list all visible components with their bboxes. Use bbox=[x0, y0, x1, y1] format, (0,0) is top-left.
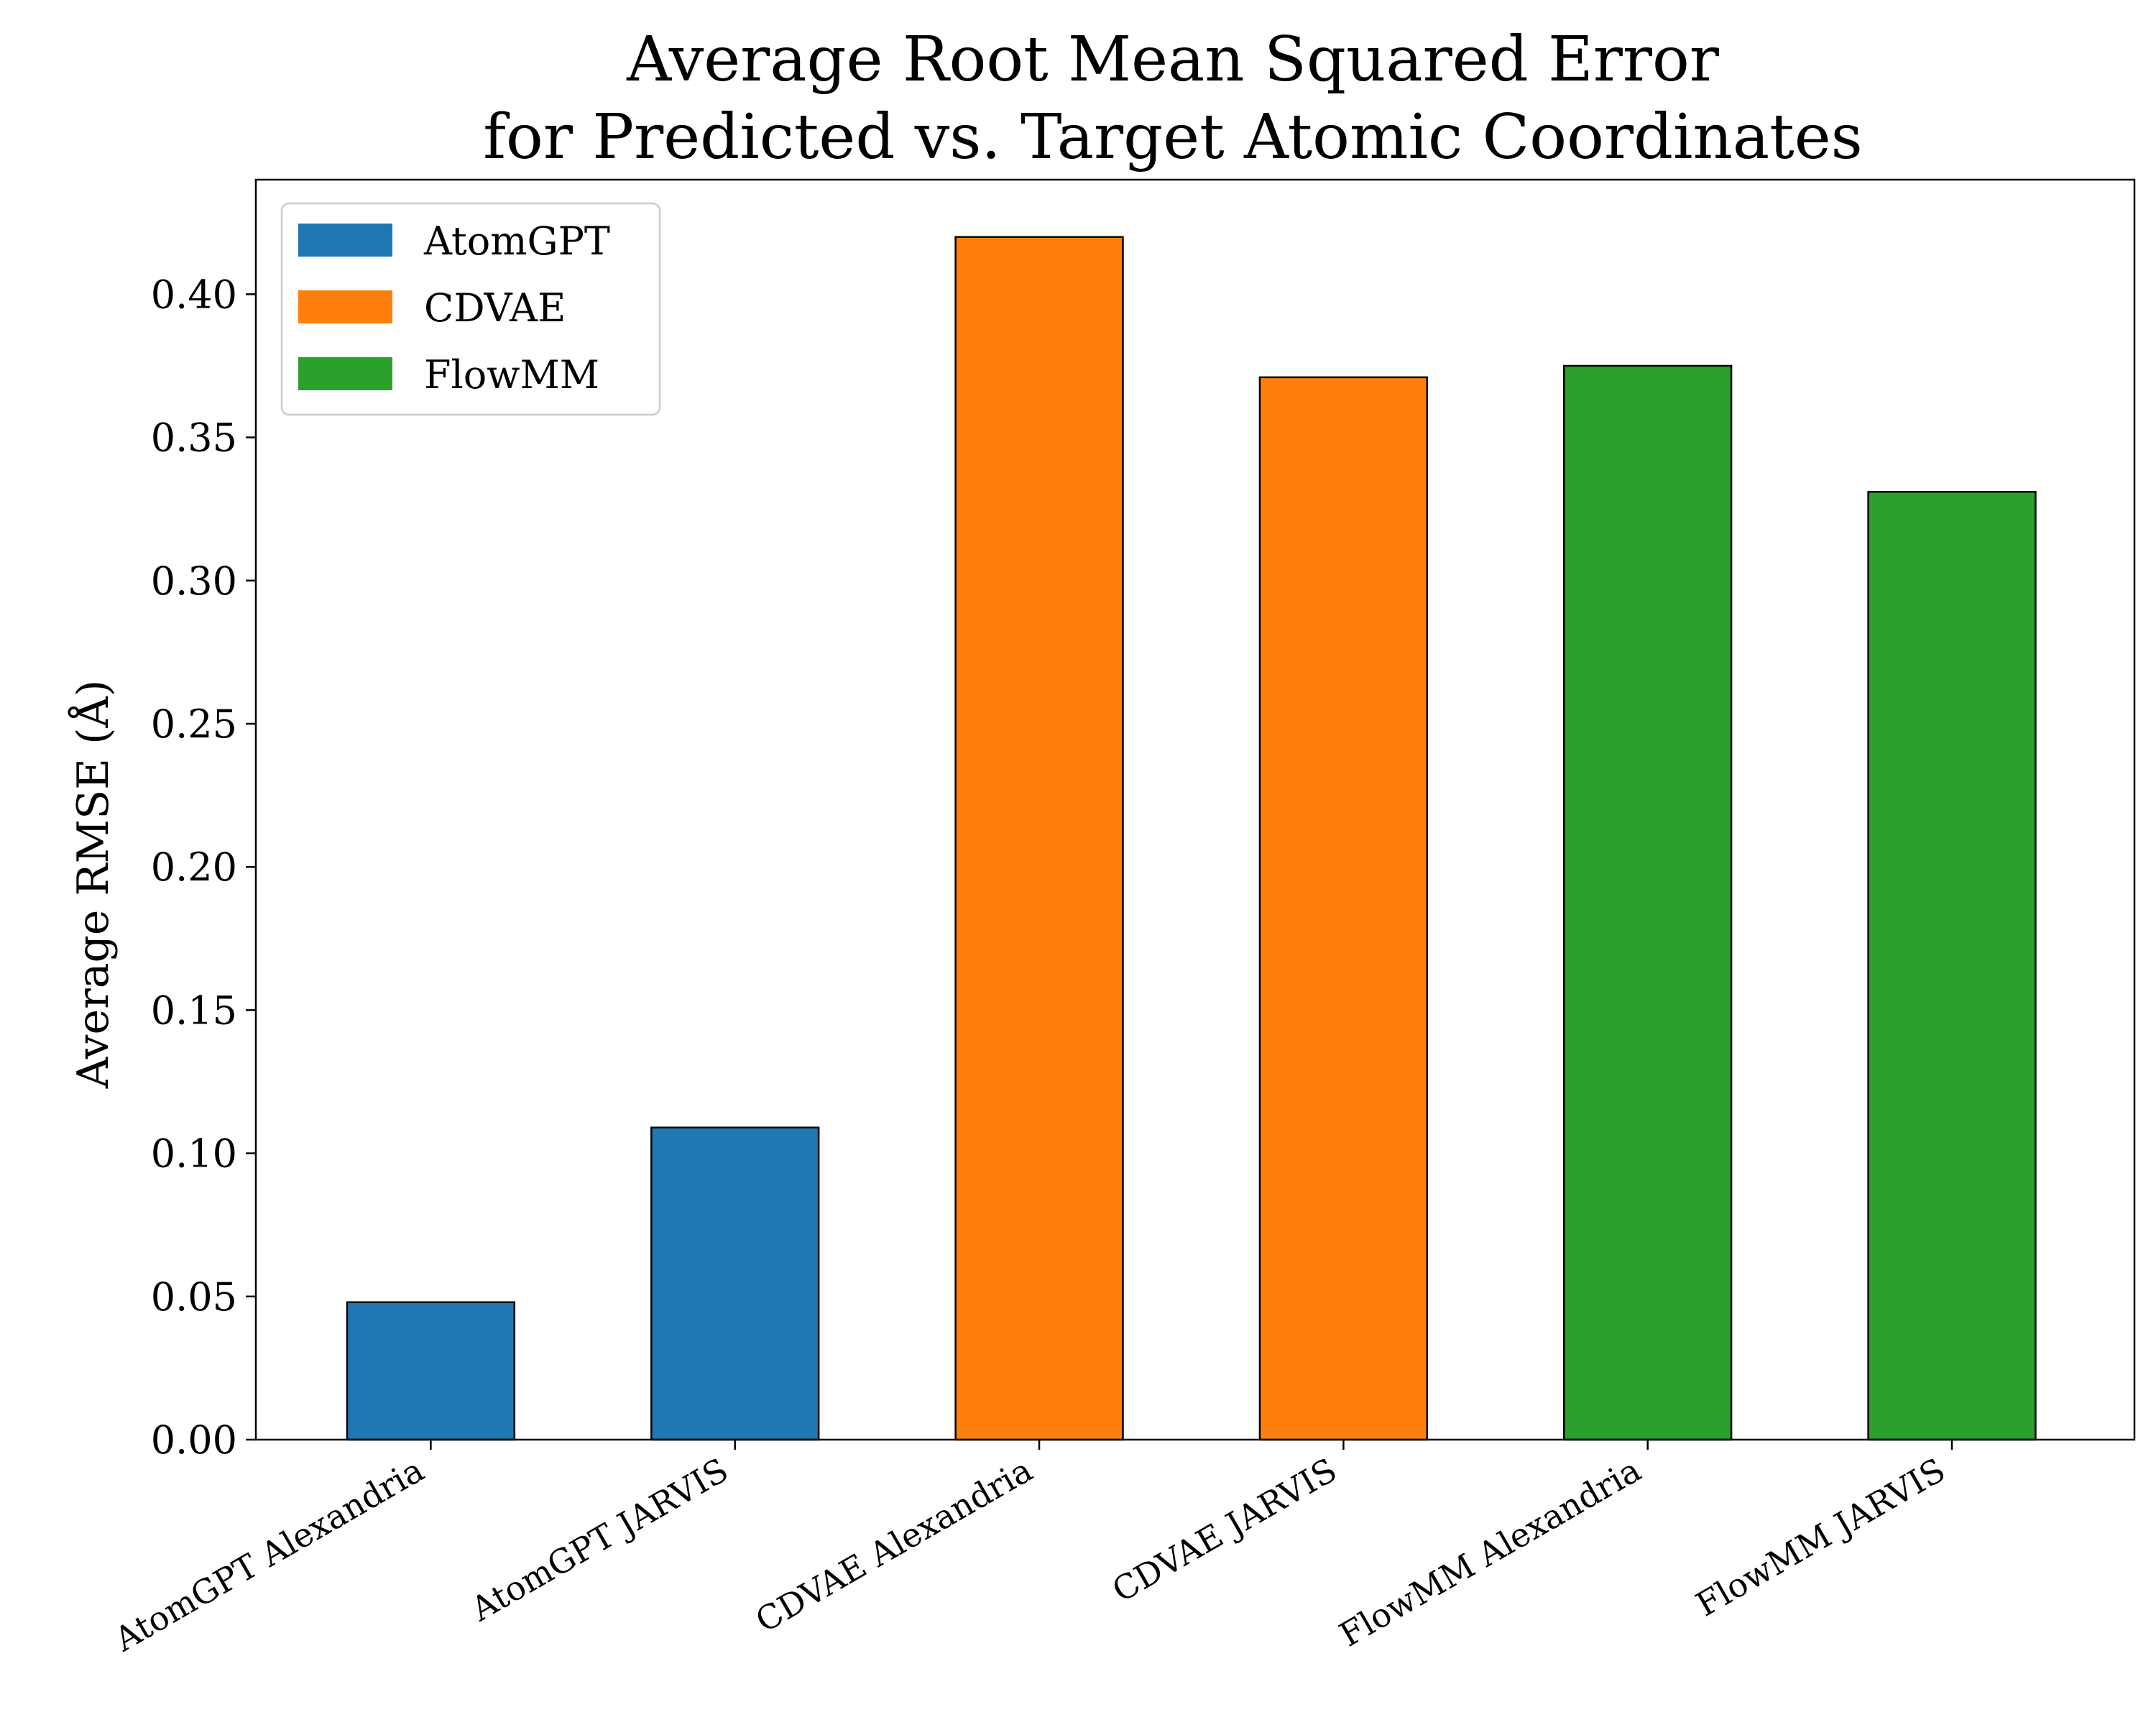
legend: AtomGPT CDVAE FlowMM bbox=[280, 202, 661, 416]
bar-1 bbox=[650, 1126, 820, 1441]
y-tick-label-0: 0.00 bbox=[151, 1417, 237, 1463]
y-tick-label-8: 0.40 bbox=[151, 272, 237, 317]
y-tick-label-5: 0.25 bbox=[151, 702, 237, 747]
bar-4 bbox=[1563, 364, 1733, 1441]
bar-3 bbox=[1258, 376, 1429, 1441]
x-tick-label-3: CDVAE JARVIS bbox=[1105, 1450, 1342, 1610]
legend-swatch-flowmm bbox=[298, 357, 392, 390]
legend-swatch-cdvae bbox=[298, 290, 392, 323]
y-tick-label-2: 0.10 bbox=[151, 1131, 237, 1177]
y-axis-label: Average RMSE (Å) bbox=[68, 680, 119, 1089]
y-tick-label-6: 0.30 bbox=[151, 558, 237, 604]
legend-swatch-atomgpt bbox=[298, 224, 392, 257]
plot-area: 0.00 0.05 0.10 0.15 0.20 0.25 0.30 0.35 0.40 Atom… bbox=[107, 178, 2136, 1660]
y-tick-label-1: 0.05 bbox=[151, 1274, 237, 1320]
chart-title: Average Root Mean Squared Error for Pred… bbox=[483, 24, 1863, 173]
chart-title-line-1: Average Root Mean Squared Error bbox=[626, 24, 1720, 96]
legend-label-cdvae: CDVAE bbox=[424, 285, 566, 331]
x-tick-label-5: FlowMM JARVIS bbox=[1690, 1450, 1952, 1624]
y-tick-label-7: 0.35 bbox=[151, 415, 237, 461]
bar-2 bbox=[954, 236, 1124, 1441]
bar-0 bbox=[346, 1301, 516, 1441]
x-tick-label-4: FlowMM Alexandria bbox=[1332, 1450, 1647, 1655]
legend-label-atomgpt: AtomGPT bbox=[423, 218, 610, 264]
x-tick-label-1: AtomGPT JARVIS bbox=[464, 1450, 735, 1629]
y-tick-label-3: 0.15 bbox=[151, 988, 237, 1033]
y-tick-label-4: 0.20 bbox=[151, 845, 237, 890]
bar-5 bbox=[1867, 491, 2037, 1441]
chart-title-line-2: for Predicted vs. Target Atomic Coordina… bbox=[483, 101, 1863, 173]
legend-label-flowmm: FlowMM bbox=[424, 352, 599, 397]
x-tick-label-0: AtomGPT Alexandria bbox=[107, 1450, 430, 1660]
axes-frame bbox=[254, 178, 2136, 1441]
x-tick-label-2: CDVAE Alexandria bbox=[749, 1450, 1038, 1640]
